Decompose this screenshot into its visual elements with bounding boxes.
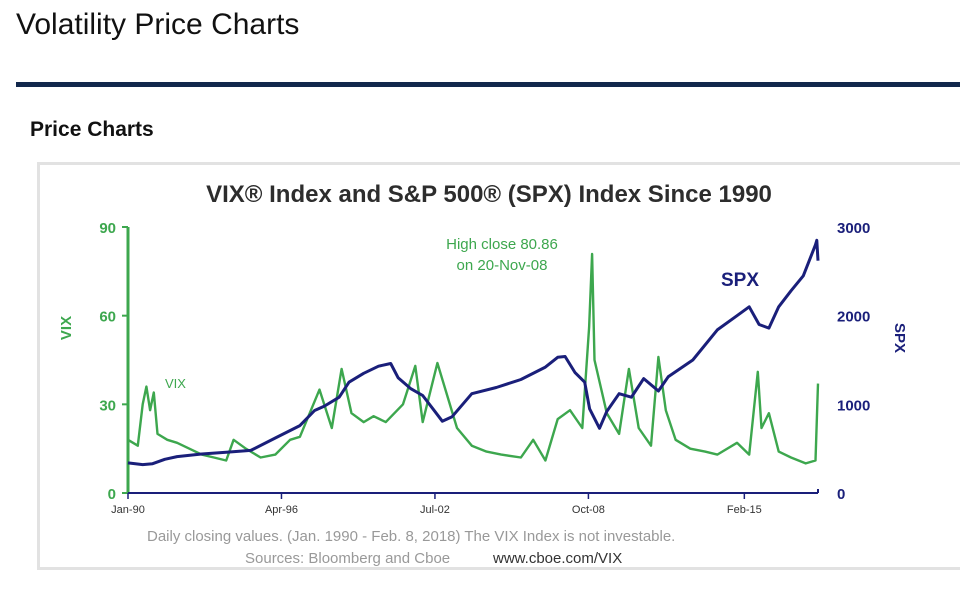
vix-tick-label: 0 [108,486,116,503]
spx-tick-label: 3000 [837,220,870,237]
vix-tick-label: 30 [99,397,116,414]
vix-series-line [127,252,820,465]
vix-tick-label: 90 [99,220,116,237]
vix-series-label: VIX [165,376,186,391]
spx-series-label: SPX [721,270,759,291]
vix-tick-label: 60 [99,309,116,326]
x-tick-label: Jul-02 [420,504,450,516]
vix-axis-label: VIX [58,316,75,340]
spx-tick-label: 0 [837,486,845,503]
chart-title: VIX® Index and S&P 500® (SPX) Index Sinc… [206,181,772,208]
spx-tick-label: 2000 [837,309,870,326]
x-tick-label: Jan-90 [111,504,145,516]
page-title: Volatility Price Charts [16,8,300,41]
x-tick-label: Apr-96 [265,504,298,516]
section-title: Price Charts [30,118,154,141]
footnote-url: www.cboe.com/VIX [492,550,622,566]
x-tick-label: Feb-15 [727,504,762,516]
footnote-sources: Sources: Bloomberg and Cboe [245,550,450,566]
x-tick-label: Oct-08 [572,504,605,516]
spx-series-line [127,238,820,467]
title-divider [16,82,960,87]
chart: VIX® Index and S&P 500® (SPX) Index Sinc… [58,181,908,566]
high-close-annotation-line1: High close 80.86 [446,236,558,253]
footnote-daily-values: Daily closing values. (Jan. 1990 - Feb. … [147,528,675,545]
chart-frame [37,162,960,570]
high-close-annotation-line2: on 20-Nov-08 [457,257,548,274]
spx-axis-label: SPX [891,323,908,353]
spx-tick-label: 1000 [837,397,870,414]
